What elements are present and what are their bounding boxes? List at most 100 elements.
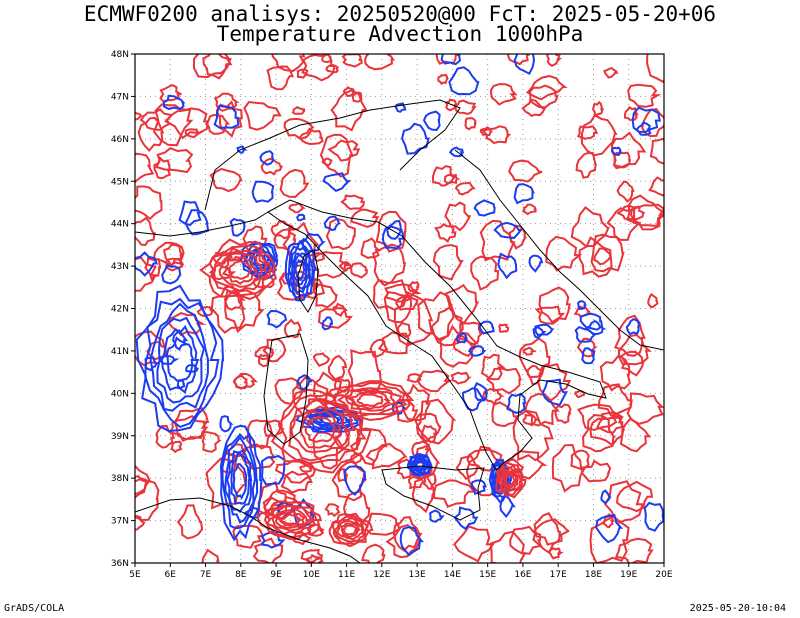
cold-contour <box>401 122 430 155</box>
cold-contour <box>149 302 210 412</box>
warm-contour <box>209 167 243 193</box>
warm-contour <box>163 243 184 267</box>
lat-tick-label: 45N <box>111 177 129 187</box>
warm-contour <box>342 86 356 98</box>
warm-contour <box>338 260 354 272</box>
alpine-border <box>204 99 461 211</box>
warm-contour <box>271 54 306 73</box>
warm-contour <box>495 464 524 496</box>
cold-contour <box>478 320 495 335</box>
cold-contour <box>399 526 425 557</box>
lat-tick-label: 36N <box>111 559 129 569</box>
warm-contour <box>576 337 598 358</box>
warm-contour <box>312 282 338 309</box>
warm-contour <box>417 291 456 343</box>
warm-contour <box>300 549 324 563</box>
cold-contour <box>323 215 341 232</box>
cold-contour <box>161 264 182 285</box>
balkan-coastline <box>454 149 664 351</box>
warm-contour <box>340 194 366 211</box>
warm-contour <box>482 387 505 406</box>
warm-contour <box>589 515 630 563</box>
warm-contour <box>616 204 645 221</box>
warm-contour <box>575 151 597 179</box>
warm-contour <box>201 431 222 453</box>
warm-contour <box>614 537 654 563</box>
lat-tick-label: 38N <box>111 474 129 484</box>
warm-contour <box>534 305 566 325</box>
warm-contour <box>464 116 477 131</box>
cold-contour <box>541 378 569 406</box>
warm-contour <box>164 107 209 140</box>
warm-contour <box>648 176 664 197</box>
cold-contour <box>260 531 286 549</box>
warm-contour <box>153 156 172 180</box>
warm-contour <box>334 517 365 543</box>
cold-contour <box>513 54 536 76</box>
cold-contour <box>156 316 205 404</box>
cold-contour <box>219 415 234 433</box>
cold-contour <box>532 326 547 339</box>
warm-contour <box>342 524 358 536</box>
warm-contour <box>504 473 516 487</box>
warm-contour <box>336 519 364 541</box>
warm-contour <box>319 133 354 178</box>
cold-contour <box>172 329 189 351</box>
warm-contour <box>135 477 160 522</box>
warm-contour <box>384 283 422 303</box>
warm-contour <box>554 403 572 424</box>
warm-contour <box>522 346 537 356</box>
coastlines <box>135 99 664 563</box>
warm-contour <box>224 289 265 334</box>
cold-contour <box>144 297 220 429</box>
warm-contour <box>360 237 382 259</box>
cold-contour <box>470 479 487 495</box>
cold-contour <box>178 200 202 227</box>
warm-contour <box>184 128 204 139</box>
warm-contour <box>489 83 518 106</box>
warm-contour <box>617 333 652 366</box>
lon-tick-label: 5E <box>129 570 141 580</box>
warm-contour <box>265 504 317 536</box>
warm-contour <box>432 244 464 281</box>
lon-tick-label: 19E <box>620 570 637 580</box>
warm-contour <box>548 547 564 560</box>
warm-contour <box>375 210 407 253</box>
warm-contour <box>344 388 397 412</box>
warm-contour <box>414 398 457 445</box>
warm-contour <box>232 372 258 390</box>
warm-contour <box>392 516 423 552</box>
lat-tick-label: 42N <box>111 305 129 315</box>
warm-contour <box>506 54 531 66</box>
lat-tick-label: 43N <box>111 262 129 272</box>
warm-contour <box>351 91 363 103</box>
lon-tick-label: 11E <box>338 570 355 580</box>
warm-contour <box>348 390 391 410</box>
warm-contour <box>393 291 434 347</box>
cold-contour <box>318 415 341 425</box>
cold-contour <box>159 355 180 365</box>
warm-contour <box>434 223 457 243</box>
warm-contour <box>369 338 389 358</box>
warm-contour <box>450 371 472 385</box>
warm-contour <box>243 100 282 131</box>
warm-contour <box>260 157 284 176</box>
lon-tick-label: 12E <box>373 570 390 580</box>
cold-contour <box>577 300 587 311</box>
warm-contour <box>324 503 341 518</box>
warm-contour <box>411 474 436 514</box>
cold-contour <box>473 199 496 217</box>
cold-contour <box>468 345 487 357</box>
warm-contour <box>135 152 155 183</box>
warm-contour <box>616 480 654 513</box>
warm-contour <box>341 54 363 68</box>
warm-contour <box>325 217 356 251</box>
footer-credit: GrADS/COLA <box>4 603 65 614</box>
warm-contour <box>332 302 348 318</box>
warm-contour <box>521 203 537 216</box>
warm-contour <box>201 548 220 563</box>
corsica-coastline <box>297 249 319 313</box>
warm-contour <box>135 216 156 247</box>
warm-contour <box>589 416 626 447</box>
lon-tick-label: 17E <box>550 570 567 580</box>
